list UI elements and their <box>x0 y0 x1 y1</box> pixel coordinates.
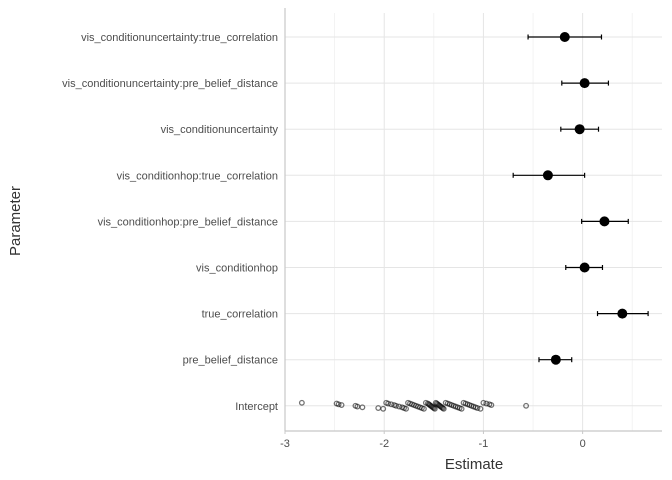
estimate-point <box>550 354 561 365</box>
intercept-draw-point <box>298 399 305 406</box>
y-axis-title: Parameter <box>7 186 24 256</box>
intercept-draw-point <box>474 405 481 411</box>
y-tick-label: vis_conditionhop:true_correlation <box>117 170 278 182</box>
y-tick-label: vis_conditionhop <box>196 263 278 275</box>
x-tick-label: -1 <box>479 438 489 450</box>
x-tick-label: -3 <box>280 438 290 450</box>
x-axis-title: Estimate <box>445 456 503 473</box>
intercept-draw-point <box>338 402 345 408</box>
estimate-point <box>579 262 590 273</box>
y-tick-label: vis_conditionuncertainty:pre_belief_dist… <box>62 78 278 90</box>
estimate-point <box>599 216 610 227</box>
intercept-draw-point <box>385 400 392 407</box>
intercept-draw-point <box>403 405 409 412</box>
y-tick-label: Intercept <box>235 401 278 413</box>
x-tick-label: 0 <box>580 438 586 450</box>
intercept-draw-point <box>396 403 403 410</box>
intercept-draw-point <box>375 405 382 411</box>
estimate-point <box>574 124 585 135</box>
intercept-draw-point <box>440 405 447 412</box>
labels-layer: -3 -2 -1 0 vis_conditionuncertainty:true_cor… <box>62 32 586 450</box>
intercept-draw-point <box>335 401 342 408</box>
intercept-draw-point <box>388 401 395 408</box>
estimate-point <box>542 170 553 181</box>
estimate-point <box>617 308 628 319</box>
intercept-draw-point <box>431 405 438 412</box>
intercept-draw-point <box>458 405 465 412</box>
intercept-draw-point <box>380 405 387 412</box>
axes-layer <box>284 8 662 434</box>
estimate-point <box>579 78 590 89</box>
intercept-draw-point <box>488 402 495 408</box>
intercept-draw-point <box>477 405 484 412</box>
y-tick-label: vis_conditionuncertainty <box>161 124 279 136</box>
estimate-point <box>559 32 570 42</box>
y-tick-label: vis_conditionuncertainty:true_correlatio… <box>81 32 278 44</box>
intercept-draw-point <box>393 402 400 409</box>
intercept-draw-point <box>480 399 487 406</box>
intercept-draw-point <box>523 402 530 409</box>
intercept-draw-point <box>359 404 366 411</box>
y-tick-label: true_correlation <box>202 309 278 321</box>
intercept-draw-point <box>420 405 427 412</box>
marks-layer <box>298 32 649 412</box>
intercept-draw-point <box>483 400 490 407</box>
y-tick-label: vis_conditionhop:pre_belief_distance <box>98 216 278 228</box>
x-tick-label: -2 <box>379 438 389 450</box>
y-tick-label: pre_belief_distance <box>183 355 278 367</box>
